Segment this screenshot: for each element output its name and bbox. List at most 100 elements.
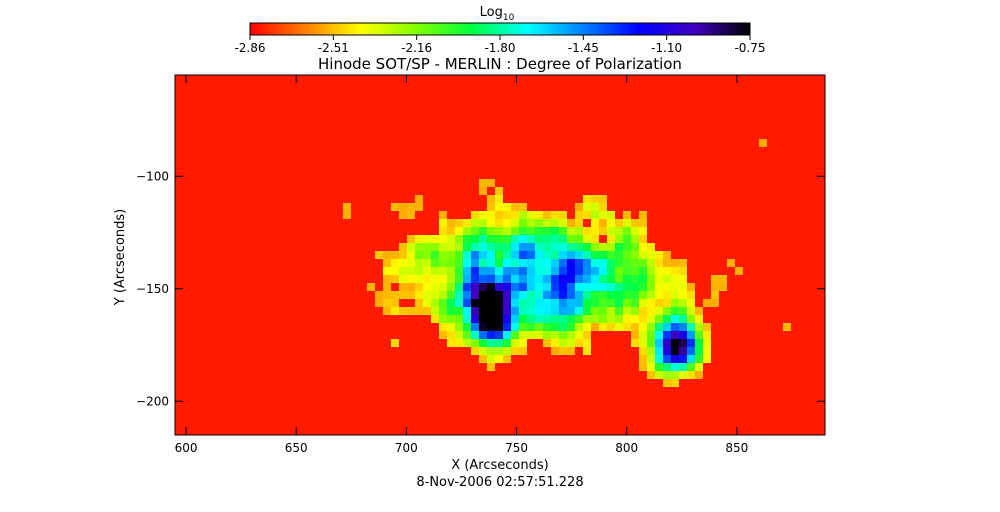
heatmap-cell: [519, 251, 527, 259]
heatmap-cell: [407, 283, 415, 291]
heatmap-cell: [639, 315, 647, 323]
heatmap-cell: [383, 251, 391, 259]
heatmap-cells: [343, 139, 791, 387]
heatmap-cell: [527, 235, 535, 243]
heatmap-cell: [519, 307, 527, 315]
colorbar-label: Log10: [480, 5, 515, 23]
heatmap-cell: [519, 203, 527, 211]
heatmap-cell: [631, 315, 639, 323]
heatmap-cell: [591, 291, 599, 299]
heatmap-cell: [583, 259, 591, 267]
heatmap-cell: [527, 219, 535, 227]
heatmap: [175, 75, 825, 435]
heatmap-cell: [455, 331, 463, 339]
heatmap-cell: [479, 355, 487, 363]
heatmap-cell: [495, 267, 503, 275]
heatmap-cell: [679, 331, 687, 339]
heatmap-cell: [583, 251, 591, 259]
heatmap-cell: [471, 339, 479, 347]
heatmap-cell: [655, 299, 663, 307]
heatmap-cell: [399, 243, 407, 251]
heatmap-cell: [439, 235, 447, 243]
heatmap-cell: [583, 299, 591, 307]
heatmap-cell: [511, 299, 519, 307]
heatmap-cell: [479, 259, 487, 267]
heatmap-cell: [591, 203, 599, 211]
heatmap-cell: [687, 291, 695, 299]
heatmap-cell: [591, 251, 599, 259]
heatmap-cell: [647, 355, 655, 363]
heatmap-cell: [535, 315, 543, 323]
heatmap-cell: [559, 315, 567, 323]
heatmap-cell: [559, 339, 567, 347]
heatmap-cell: [639, 259, 647, 267]
heatmap-cell: [687, 371, 695, 379]
heatmap-cell: [679, 355, 687, 363]
heatmap-cell: [463, 307, 471, 315]
heatmap-cell: [511, 283, 519, 291]
heatmap-cell: [679, 267, 687, 275]
heatmap-cell: [399, 283, 407, 291]
heatmap-cell: [575, 315, 583, 323]
heatmap-cell: [575, 339, 583, 347]
heatmap-cell: [615, 307, 623, 315]
heatmap-cell: [559, 243, 567, 251]
heatmap-cell: [607, 243, 615, 251]
heatmap-cell: [623, 259, 631, 267]
heatmap-cell: [583, 339, 591, 347]
heatmap-cell: [439, 331, 447, 339]
heatmap-cell: [543, 235, 551, 243]
heatmap-cell: [679, 323, 687, 331]
heatmap-cell: [423, 259, 431, 267]
heatmap-cell: [471, 323, 479, 331]
heatmap-cell: [583, 307, 591, 315]
heatmap-cell: [687, 323, 695, 331]
heatmap-cell: [487, 251, 495, 259]
heatmap-cell: [471, 243, 479, 251]
heatmap-cell: [375, 291, 383, 299]
heatmap-cell: [455, 267, 463, 275]
heatmap-cell: [567, 227, 575, 235]
heatmap-cell: [583, 235, 591, 243]
heatmap-cell: [495, 195, 503, 203]
heatmap-cell: [559, 251, 567, 259]
y-axis-label: Y (Arcseconds): [113, 209, 128, 306]
heatmap-cell: [463, 267, 471, 275]
heatmap-cell: [567, 331, 575, 339]
heatmap-cell: [487, 339, 495, 347]
heatmap-cell: [543, 307, 551, 315]
heatmap-cell: [519, 227, 527, 235]
heatmap-cell: [463, 283, 471, 291]
heatmap-cell: [663, 331, 671, 339]
heatmap-cell: [487, 235, 495, 243]
heatmap-cell: [631, 307, 639, 315]
x-axis: 600 650 700 750 800 850: [175, 75, 748, 455]
heatmap-cell: [575, 291, 583, 299]
heatmap-cell: [487, 331, 495, 339]
heatmap-cell: [383, 275, 391, 283]
heatmap-cell: [647, 243, 655, 251]
heatmap-cell: [463, 331, 471, 339]
heatmap-cell: [423, 275, 431, 283]
heatmap-cell: [599, 227, 607, 235]
heatmap-cell: [679, 259, 687, 267]
heatmap-cell: [599, 291, 607, 299]
heatmap-cell: [591, 227, 599, 235]
heatmap-cell: [463, 323, 471, 331]
heatmap-cell: [415, 259, 423, 267]
heatmap-cell: [591, 283, 599, 291]
heatmap-cell: [567, 267, 575, 275]
heatmap-cell: [551, 275, 559, 283]
heatmap-cell: [495, 275, 503, 283]
heatmap-cell: [591, 243, 599, 251]
heatmap-cell: [503, 283, 511, 291]
heatmap-cell: [615, 323, 623, 331]
heatmap-cell: [463, 291, 471, 299]
heatmap-cell: [503, 347, 511, 355]
heatmap-cell: [783, 323, 791, 331]
heatmap-cell: [591, 211, 599, 219]
heatmap-cell: [479, 299, 487, 307]
heatmap-cell: [639, 307, 647, 315]
heatmap-cell: [487, 275, 495, 283]
heatmap-cell: [551, 307, 559, 315]
